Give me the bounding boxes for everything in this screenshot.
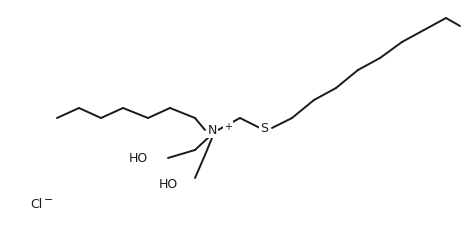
Text: HO: HO	[159, 179, 178, 192]
Text: HO: HO	[129, 152, 148, 164]
Text: S: S	[260, 122, 268, 134]
Text: +: +	[224, 122, 232, 132]
Text: Cl: Cl	[30, 199, 42, 212]
Text: −: −	[44, 195, 53, 205]
Text: N: N	[207, 123, 217, 136]
